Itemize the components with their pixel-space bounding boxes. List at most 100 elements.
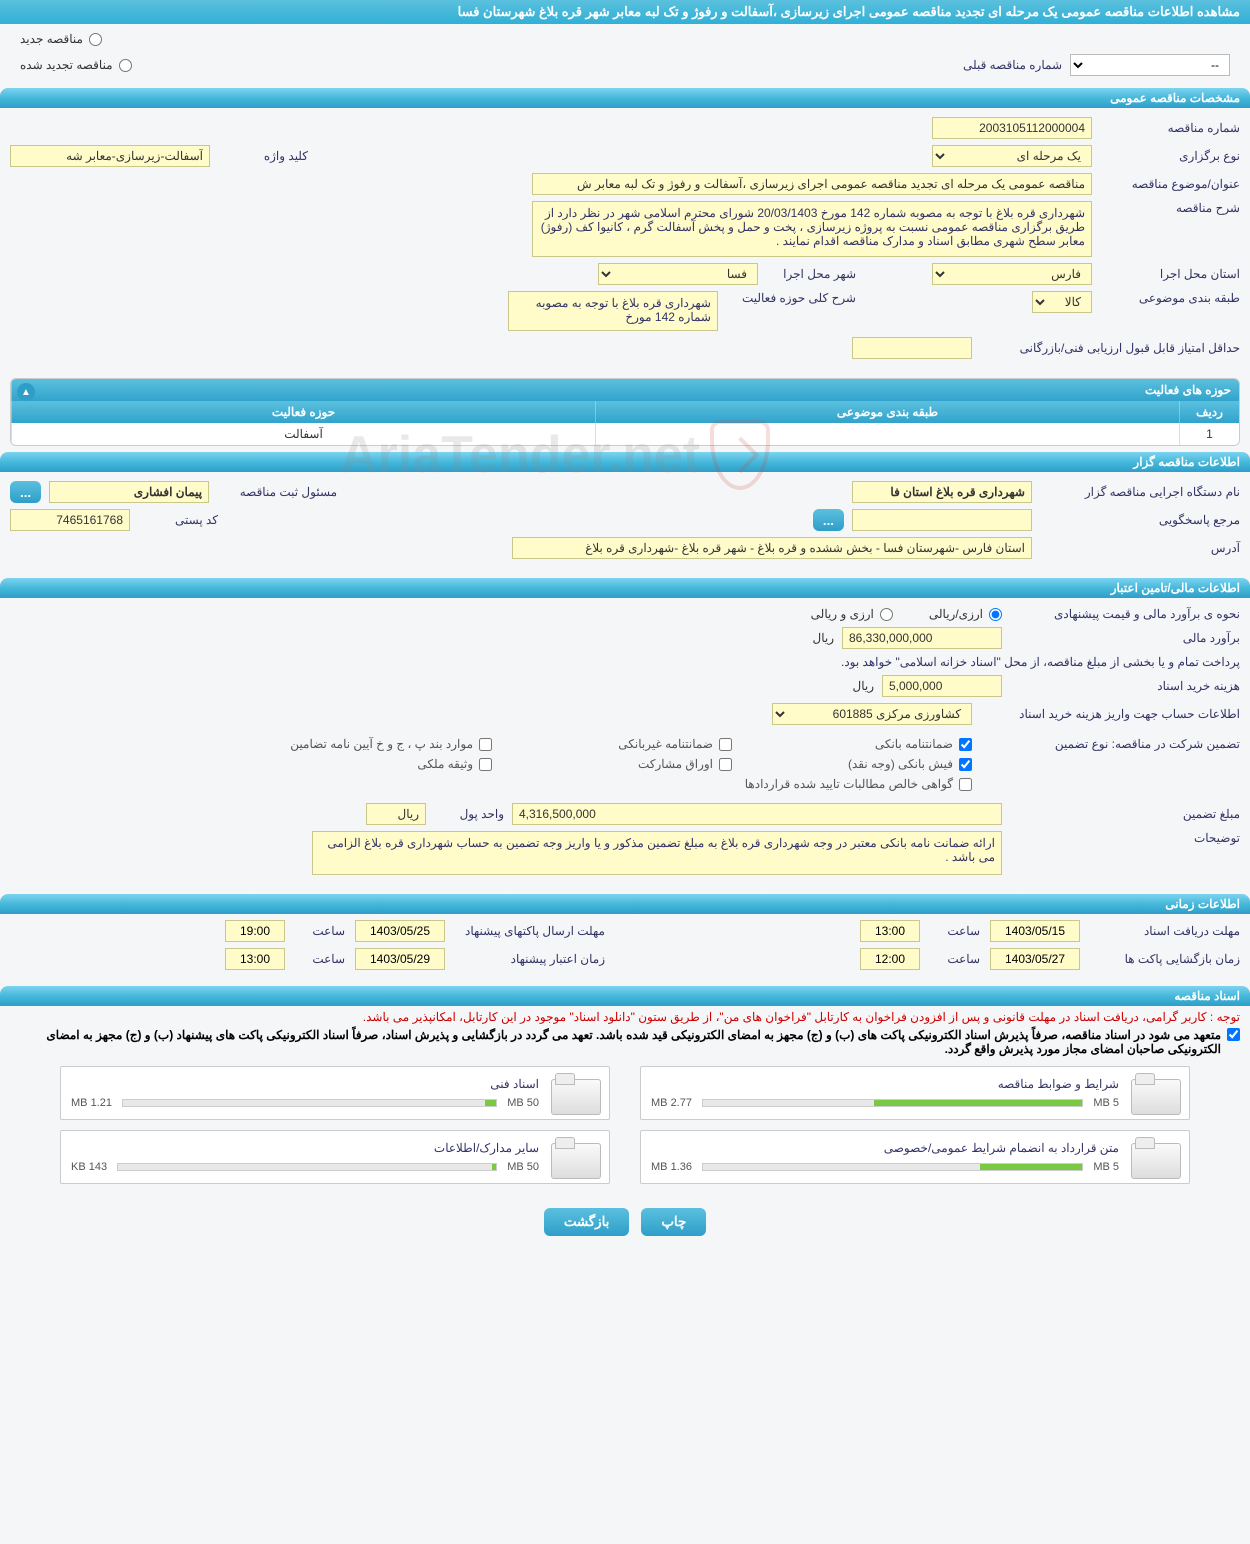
time-word-3: ساعت <box>930 952 980 966</box>
scope-label: شرح کلی حوزه فعالیت <box>726 291 856 305</box>
province-label: استان محل اجرا <box>1100 267 1240 281</box>
currency-input[interactable] <box>366 803 426 825</box>
doc-used: 1.21 MB <box>71 1097 112 1109</box>
agree-checkbox[interactable] <box>1227 1028 1240 1041</box>
submit-time[interactable] <box>225 920 285 942</box>
rial-radio[interactable]: ارزی/ریالی <box>929 607 1002 621</box>
doc-total: 50 MB <box>507 1161 539 1173</box>
chk-securities[interactable]: اوراق مشارکت <box>512 757 732 771</box>
desc-label: شرح مناقصه <box>1100 201 1240 215</box>
chk-property[interactable]: وثیقه ملکی <box>272 757 492 771</box>
activities-table: حوزه های فعالیت ▲ ردیف طبقه بندی موضوعی … <box>10 378 1240 446</box>
chk-receivables[interactable]: گواهی خالص مطالبات تایید شده قراردادها <box>512 777 972 791</box>
min-score-input[interactable] <box>852 337 972 359</box>
doc-box[interactable]: اسناد فنی50 MB1.21 MB <box>60 1066 610 1120</box>
doc-fee-label: هزینه خرید اسناد <box>1010 679 1240 693</box>
address-input[interactable] <box>512 537 1032 559</box>
receive-date[interactable] <box>990 920 1080 942</box>
estimate-label: برآورد مالی <box>1010 631 1240 645</box>
subject-label: عنوان/موضوع مناقصه <box>1100 177 1240 191</box>
province-select[interactable]: فارس <box>932 263 1092 285</box>
reg-officer-input[interactable] <box>49 481 209 503</box>
doc-box[interactable]: سایر مدارک/اطلاعات 50 MB 143 KB <box>60 1130 610 1184</box>
row-field: آسفالت <box>11 423 595 445</box>
doc-used: 143 KB <box>71 1161 107 1173</box>
holding-type-label: نوع برگزاری <box>1100 149 1240 163</box>
holding-type-select[interactable]: یک مرحله ای <box>932 145 1092 167</box>
estimate-method-label: نحوه ی برآورد مالی و قیمت پیشنهادی <box>1010 607 1240 621</box>
doc-title: شرایط و ضوابط مناقصه <box>651 1077 1119 1091</box>
keyword-input[interactable] <box>10 145 210 167</box>
notice-bold: متعهد می شود در اسناد مناقصه، صرفاً پذیر… <box>10 1028 1221 1056</box>
collapse-icon[interactable]: ▲ <box>17 383 35 401</box>
section-finance: اطلاعات مالی/تامین اعتبار <box>0 578 1250 598</box>
back-button[interactable]: بازگشت <box>544 1208 630 1236</box>
open-time[interactable] <box>860 948 920 970</box>
chk-bank[interactable]: ضمانتنامه بانکی <box>752 737 972 751</box>
doc-box[interactable]: متن قرارداد به انضمام شرایط عمومی/خصوصی 5… <box>640 1130 1190 1184</box>
keyword-label: کلید واژه <box>218 149 308 163</box>
chk-nonbank[interactable]: ضمانتنامه غیربانکی <box>512 737 732 751</box>
doc-total: 50 MB <box>507 1097 539 1109</box>
chk-cash[interactable]: فیش بانکی (وجه نقد) <box>752 757 972 771</box>
page-title: مشاهده اطلاعات مناقصه عمومی یک مرحله ای … <box>0 0 1250 24</box>
doc-progress <box>117 1163 497 1171</box>
doc-total: 5 MB <box>1093 1097 1119 1109</box>
reg-officer-label: مسئول ثبت مناقصه <box>217 485 337 499</box>
row-index: 1 <box>1179 423 1239 445</box>
col-row: ردیف <box>1179 401 1239 423</box>
submit-date[interactable] <box>355 920 445 942</box>
category-label: طبقه بندی موضوعی <box>1100 291 1240 305</box>
receive-time[interactable] <box>860 920 920 942</box>
row-cat <box>595 423 1179 445</box>
activities-title: حوزه های فعالیت <box>11 379 1239 401</box>
city-select[interactable]: فسا <box>598 263 758 285</box>
estimate-input[interactable] <box>842 627 1002 649</box>
reg-officer-lookup-button[interactable]: ... <box>10 481 41 503</box>
responder-label: مرجع پاسخگویی <box>1040 513 1240 527</box>
desc-textarea[interactable] <box>532 201 1092 257</box>
rial-label-2: ریال <box>852 679 874 693</box>
validity-date[interactable] <box>355 948 445 970</box>
table-row: 1 آسفالت <box>11 423 1239 445</box>
tender-new-radio[interactable]: مناقصه جدید <box>20 32 102 46</box>
both-radio[interactable]: ارزی و ریالی <box>811 607 893 621</box>
doc-fee-input[interactable] <box>882 675 1002 697</box>
folder-icon <box>1131 1073 1179 1113</box>
validity-time[interactable] <box>225 948 285 970</box>
remarks-label: توضیحات <box>1010 831 1240 845</box>
currency-label: واحد پول <box>434 807 504 821</box>
account-label: اطلاعات حساب جهت واریز هزینه خرید اسناد <box>980 707 1240 721</box>
prev-tender-select[interactable]: -- <box>1070 54 1230 76</box>
category-select[interactable]: کالا <box>1032 291 1092 313</box>
responder-input[interactable] <box>852 509 1032 531</box>
postal-label: کد پستی <box>138 513 218 527</box>
section-docs: اسناد مناقصه <box>0 986 1250 1006</box>
folder-icon <box>551 1137 599 1177</box>
doc-progress <box>702 1163 1083 1171</box>
receive-label: مهلت دریافت اسناد <box>1090 924 1240 938</box>
postal-input[interactable] <box>10 509 130 531</box>
doc-total: 5 MB <box>1093 1161 1119 1173</box>
doc-progress <box>702 1099 1083 1107</box>
doc-box[interactable]: شرایط و ضوابط مناقصه5 MB2.77 MB <box>640 1066 1190 1120</box>
time-word-2: ساعت <box>295 924 345 938</box>
guarantee-amount-label: مبلغ تضمین <box>1010 807 1240 821</box>
exec-input[interactable] <box>852 481 1032 503</box>
tender-no-label: شماره مناقصه <box>1100 121 1240 135</box>
chk-bylaw[interactable]: موارد بند پ ، ج و خ آیین نامه تضامین <box>272 737 492 751</box>
subject-input[interactable] <box>532 173 1092 195</box>
account-select[interactable]: کشاورزی مرکزی 601885 <box>772 703 972 725</box>
doc-title: سایر مدارک/اطلاعات <box>71 1141 539 1155</box>
open-date[interactable] <box>990 948 1080 970</box>
scope-textarea[interactable] <box>508 291 718 331</box>
tender-no-input[interactable] <box>932 117 1092 139</box>
doc-title: متن قرارداد به انضمام شرایط عمومی/خصوصی <box>651 1141 1119 1155</box>
guarantee-amount-input[interactable] <box>512 803 1002 825</box>
open-label: زمان بازگشایی پاکت ها <box>1090 952 1240 966</box>
print-button[interactable]: چاپ <box>641 1208 706 1236</box>
tender-renewed-radio[interactable]: مناقصه تجدید شده <box>20 58 132 72</box>
remarks-textarea[interactable] <box>312 831 1002 875</box>
tender-renewed-label: مناقصه تجدید شده <box>20 58 113 72</box>
responder-lookup-button[interactable]: ... <box>813 509 844 531</box>
